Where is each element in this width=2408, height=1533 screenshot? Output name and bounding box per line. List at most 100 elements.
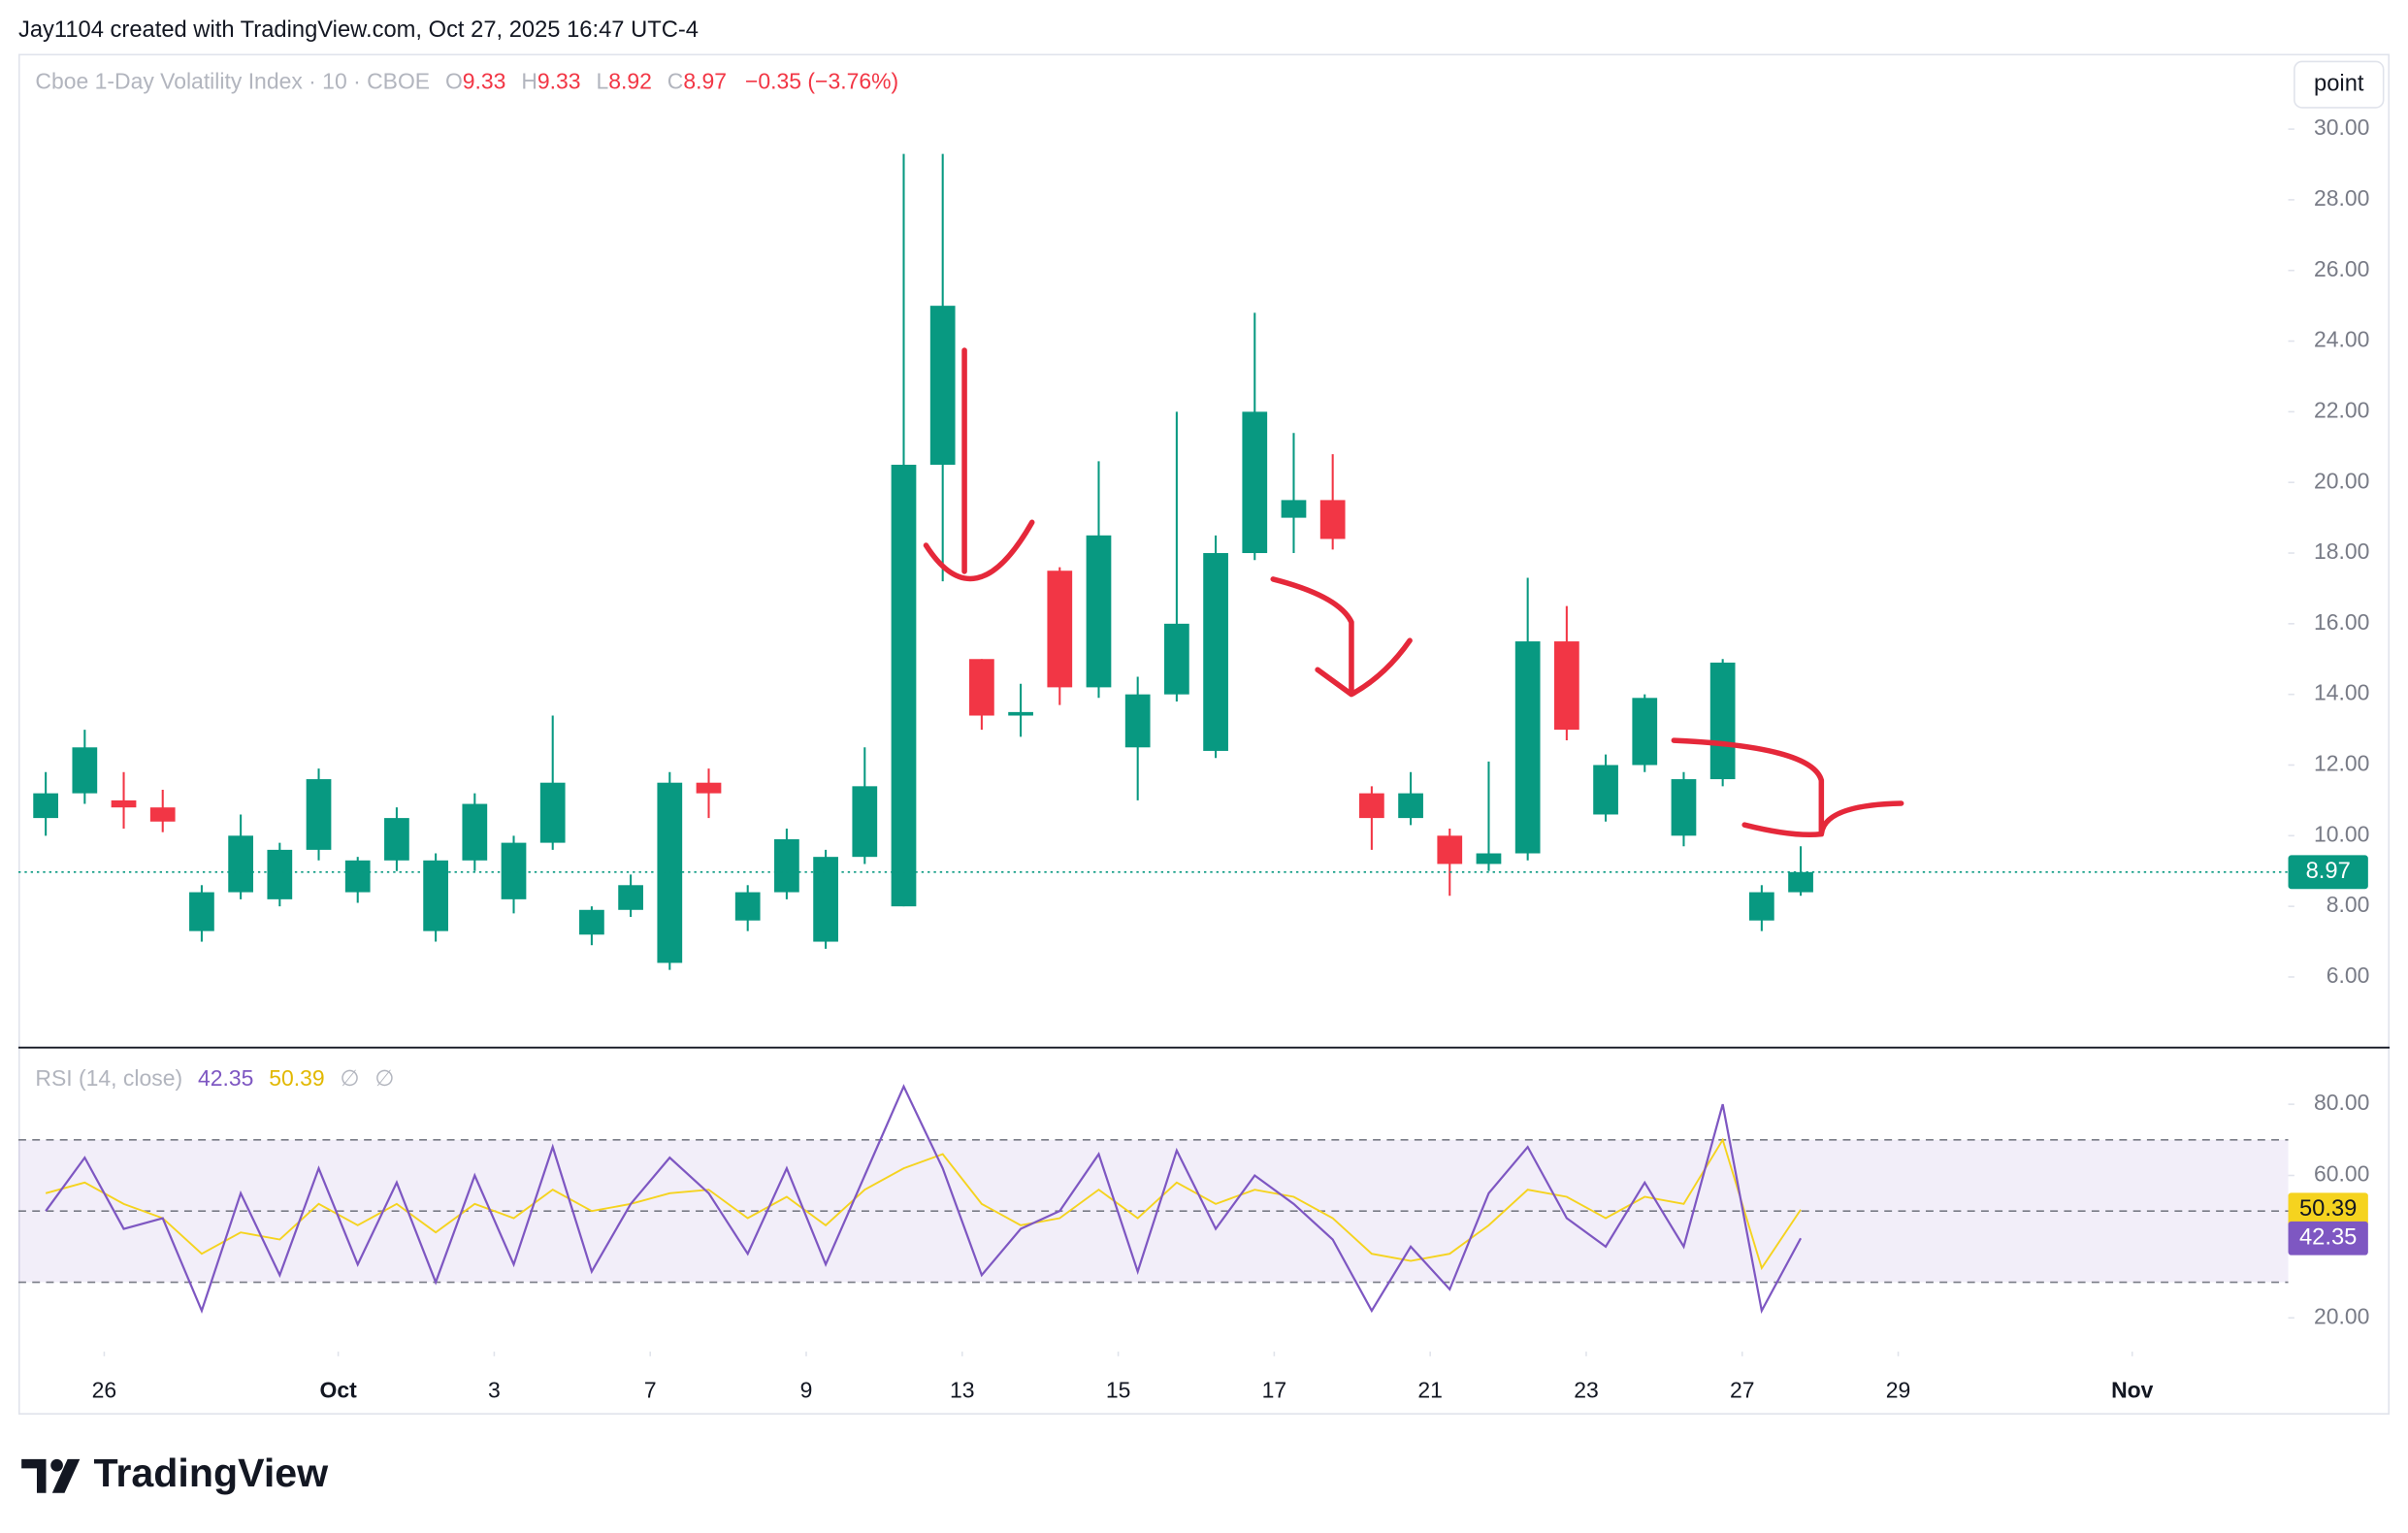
x-tick-label: 13 xyxy=(950,1377,975,1402)
candle-body xyxy=(1281,500,1307,518)
x-tick-label: 23 xyxy=(1574,1377,1599,1402)
rsi-line xyxy=(45,1084,1803,1315)
candle-body xyxy=(696,782,722,794)
button-frame[interactable] xyxy=(2294,60,2385,109)
y-tick-label: 14.00 xyxy=(2314,680,2369,705)
y-tick-label: 16.00 xyxy=(2314,609,2369,635)
candle-body xyxy=(852,786,878,858)
y-tick-label: 60.00 xyxy=(2314,1161,2369,1187)
x-tick-label: 26 xyxy=(92,1377,117,1402)
y-tick-label: 22.00 xyxy=(2314,397,2369,422)
candle-body xyxy=(1514,641,1541,854)
candle-body xyxy=(33,793,58,819)
x-tick-label: 7 xyxy=(644,1377,657,1402)
logo-mark xyxy=(51,1458,81,1493)
candle-body xyxy=(384,818,409,861)
y-tick-label: 20.00 xyxy=(2314,468,2369,493)
legend-icon: ∅ xyxy=(341,1065,360,1091)
candle-body xyxy=(1124,694,1151,748)
candle-body xyxy=(1476,853,1502,864)
x-tick-label: Nov xyxy=(2111,1377,2154,1402)
drawn-curve xyxy=(923,519,1035,582)
symbol-legend: Cboe 1-Day Volatility Index · 10 · CBOE … xyxy=(35,69,898,94)
candle-body xyxy=(1709,662,1736,780)
rsi-ma-value: 50.39 xyxy=(269,1065,324,1091)
candle-body xyxy=(306,779,332,850)
candle-body xyxy=(774,838,799,893)
scale-button[interactable]: point xyxy=(2294,60,2385,109)
candle-body xyxy=(579,909,604,935)
y-tick-label: 20.00 xyxy=(2314,1303,2369,1328)
candle-body xyxy=(423,860,448,931)
y-tick-label: 18.00 xyxy=(2314,538,2369,564)
candle-body xyxy=(1047,571,1073,688)
candle-body xyxy=(1203,553,1228,751)
candle-body xyxy=(72,747,98,794)
candle-body xyxy=(1359,793,1384,819)
x-tick-label: 17 xyxy=(1262,1377,1287,1402)
drawn-curve xyxy=(1315,637,1413,698)
logo-text: TradingView xyxy=(94,1451,330,1495)
candle-body xyxy=(1748,892,1774,921)
logo-mark xyxy=(21,1458,47,1493)
last-price-label: 8.97 xyxy=(2306,859,2351,884)
candle-body xyxy=(189,892,214,931)
x-tick-label: 3 xyxy=(488,1377,501,1402)
value-box-label: 50.39 xyxy=(2299,1196,2357,1222)
attribution: Jay1104 created with TradingView.com, Oc… xyxy=(18,17,699,43)
ohlc-label: H xyxy=(521,69,537,94)
ohlc-label: C xyxy=(667,69,684,94)
button-label[interactable]: point xyxy=(2314,71,2364,96)
candle-body xyxy=(1242,411,1268,554)
candle-body xyxy=(344,860,371,893)
ohlc-value: 9.33 xyxy=(463,69,506,94)
x-tick-label: 21 xyxy=(1417,1377,1443,1402)
x-tick-label: 27 xyxy=(1730,1377,1755,1402)
candle-body xyxy=(267,849,293,899)
candle-body xyxy=(813,857,838,942)
rsi-value: 42.35 xyxy=(198,1065,253,1091)
candle-body xyxy=(1398,793,1423,819)
rsi-title: RSI (14, close) xyxy=(35,1065,182,1091)
y-tick-label: 24.00 xyxy=(2314,327,2369,352)
chart-frame xyxy=(17,53,2391,1415)
ohlc-value: 9.33 xyxy=(537,69,581,94)
ohlc-value: 8.92 xyxy=(608,69,652,94)
logo-mark xyxy=(50,1458,63,1472)
y-tick-label: 12.00 xyxy=(2314,751,2369,776)
candle-body xyxy=(501,842,527,899)
candle-body xyxy=(1319,500,1346,539)
value-box xyxy=(2288,1192,2368,1227)
x-tick-label: 29 xyxy=(1886,1377,1911,1402)
candle-body xyxy=(539,782,566,843)
annotations xyxy=(923,347,1904,838)
y-tick-label: 80.00 xyxy=(2314,1090,2369,1115)
candle-body xyxy=(734,892,761,921)
y-tick-label: 30.00 xyxy=(2314,114,2369,140)
candle-body xyxy=(1593,765,1618,815)
ohlc-label: L xyxy=(596,69,608,94)
candle-body xyxy=(1788,871,1813,893)
candle-body xyxy=(1671,779,1697,836)
change: −0.35 (−3.76%) xyxy=(745,69,898,94)
candle-body xyxy=(111,799,137,808)
candle-body xyxy=(149,807,176,822)
candle-body xyxy=(929,306,956,465)
symbol: Cboe 1-Day Volatility Index · 10 · CBOE xyxy=(35,69,430,94)
y-tick-label: 8.00 xyxy=(2327,892,2370,917)
candle-body xyxy=(1632,698,1658,766)
x-tick-label: 9 xyxy=(800,1377,813,1402)
candle-body xyxy=(891,464,917,907)
candle-body xyxy=(1086,535,1112,688)
logo: TradingView xyxy=(21,1451,329,1495)
y-tick-label: 10.00 xyxy=(2314,821,2369,846)
y-tick-label: 28.00 xyxy=(2314,185,2369,211)
plot-layer: 6.00 8.00 10.00 12.00 14.00 16.00 18.00 20.00 22… xyxy=(17,114,2370,1402)
y-tick-label: 26.00 xyxy=(2314,256,2369,281)
last-price-box xyxy=(2288,855,2368,890)
drawn-arrow xyxy=(1671,737,1825,835)
rsi-legend: RSI (14, close) 42.35 50.39 ∅ ∅ xyxy=(35,1065,394,1091)
